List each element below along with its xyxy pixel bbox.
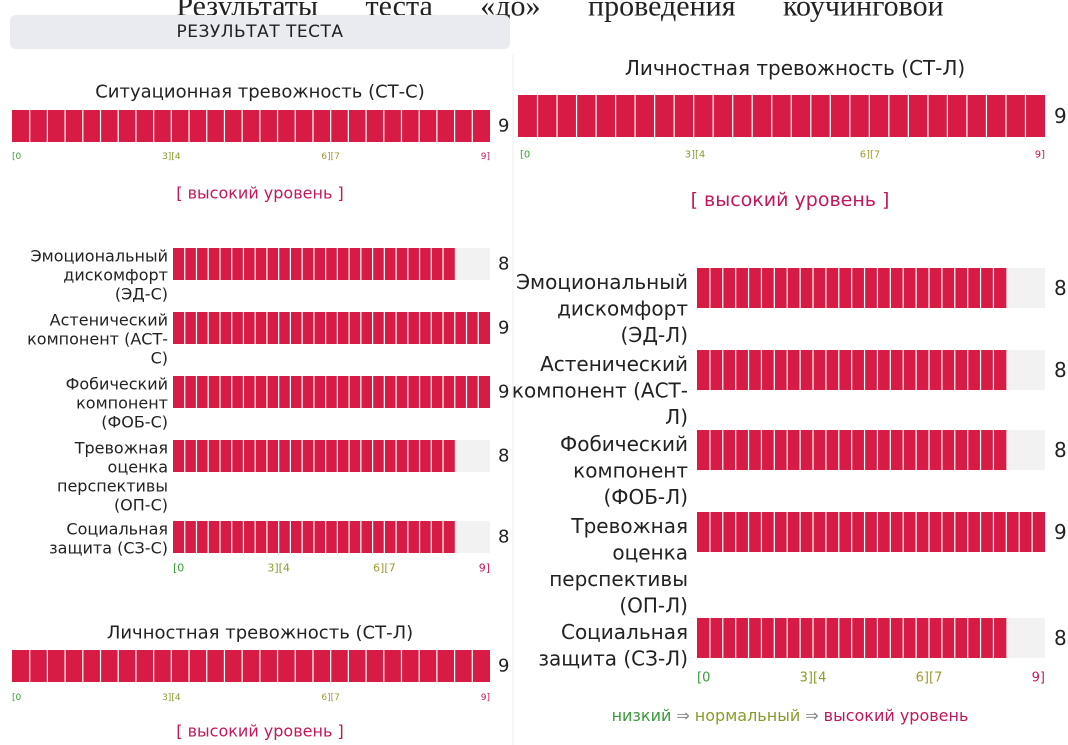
scale-label: [0 — [173, 562, 184, 575]
scale-label: 3][4 — [267, 562, 290, 575]
scale-label: [0 — [12, 152, 22, 162]
level-label: [ высокий уровень ] — [176, 722, 343, 741]
subscale-label: дискомфорт — [557, 297, 688, 321]
subscale-label: компонент (АСТ- — [512, 379, 688, 403]
scale-label: [0 — [697, 671, 710, 686]
panel-header: РЕЗУЛЬТАТ ТЕСТА — [176, 22, 343, 42]
bar-value: 9 — [498, 116, 509, 137]
bar — [697, 512, 1045, 552]
subscale-label: Астенический — [540, 352, 688, 376]
subscale-label: перспективы — [57, 477, 168, 496]
subscale-label: Тревожная — [570, 514, 688, 538]
bar-value: 8 — [1054, 276, 1067, 300]
legend-item: высокий уровень — [824, 706, 969, 725]
subscale-label: Эмоциональный — [30, 247, 168, 266]
bar-value: 8 — [498, 527, 509, 548]
scale-label: 9] — [1032, 671, 1045, 686]
bar-value: 9 — [1054, 104, 1067, 128]
scale-label: 3][4 — [800, 671, 827, 686]
bar-value: 8 — [1054, 358, 1067, 382]
subscale-label: (ЭД-С) — [115, 285, 168, 304]
legend-item: ⇒ — [676, 706, 689, 725]
subscale-label: Социальная — [66, 520, 168, 539]
scale-label: [0 — [12, 693, 22, 703]
subscale-label: компонент (АСТ- — [27, 330, 168, 349]
bar-value: 9 — [1054, 520, 1067, 544]
bar-value: 8 — [1054, 438, 1067, 462]
scale-label: 9] — [1035, 150, 1045, 161]
scale-label: 6][7 — [373, 562, 396, 575]
subscale-label: Фобический — [560, 432, 688, 456]
subscale-label: Эмоциональный — [516, 270, 688, 294]
subscale-label: (ФОБ-С) — [101, 413, 168, 432]
subscale-label: перспективы — [549, 567, 688, 591]
subscale-label: Фобический — [66, 375, 168, 394]
bar-value: 8 — [1054, 626, 1067, 650]
subscale-label: оценка — [108, 458, 168, 477]
subscale-label: дискомфорт — [63, 266, 168, 285]
subscale-label: защита (СЗ-С) — [49, 539, 168, 558]
section-title: Ситуационная тревожность (СТ-С) — [95, 82, 425, 103]
scale-label: 9] — [479, 562, 490, 575]
subscale-label: С) — [151, 349, 168, 368]
legend-item: низкий — [612, 706, 672, 725]
legend-item: нормальный — [695, 706, 800, 725]
scale-label: 6][7 — [321, 693, 339, 703]
scale-label: 3][4 — [162, 693, 181, 703]
scale-label: 9] — [481, 152, 490, 162]
subscale-label: компонент — [76, 394, 168, 413]
scale-label: [0 — [520, 150, 530, 161]
scale-label: 6][7 — [860, 150, 881, 161]
level-label: [ высокий уровень ] — [176, 184, 343, 203]
subscale-label: компонент — [573, 459, 688, 483]
subscale-label: Астенический — [50, 311, 168, 330]
subscale-label: защита (СЗ-Л) — [538, 647, 688, 671]
level-label: [ высокий уровень ] — [691, 189, 890, 211]
scale-label: 3][4 — [162, 152, 181, 162]
bar-value: 8 — [498, 254, 509, 275]
bar — [173, 376, 490, 408]
legend-item: ⇒ — [805, 706, 818, 725]
section-title: Личностная тревожность (СТ-Л) — [107, 623, 413, 644]
scale-label: 6][7 — [916, 671, 943, 686]
bar — [12, 650, 490, 682]
scale-label: 9] — [481, 693, 490, 703]
legend: низкий ⇒ нормальный ⇒ высокий уровень — [612, 706, 969, 725]
scale-label: 3][4 — [685, 150, 706, 161]
subscale-label: оценка — [612, 541, 688, 565]
subscale-label: (ЭД-Л) — [621, 323, 688, 347]
subscale-label: Л) — [665, 405, 688, 429]
section-title: Личностная тревожность (СТ-Л) — [625, 56, 965, 80]
bar-value: 9 — [498, 656, 509, 677]
subscale-label: (ОП-Л) — [619, 594, 688, 618]
scale-label: 6][7 — [321, 152, 339, 162]
subscale-label: (ФОБ-Л) — [603, 485, 688, 509]
bar — [173, 312, 490, 344]
header-box — [10, 15, 510, 49]
bar-value: 8 — [498, 446, 509, 467]
bar-value: 9 — [498, 318, 509, 339]
subscale-label: Социальная — [561, 620, 688, 644]
bar-value: 9 — [498, 382, 509, 403]
bar — [518, 95, 1045, 137]
subscale-label: Тревожная — [74, 439, 168, 458]
bar — [12, 110, 490, 142]
subscale-label: (ОП-С) — [114, 496, 168, 515]
